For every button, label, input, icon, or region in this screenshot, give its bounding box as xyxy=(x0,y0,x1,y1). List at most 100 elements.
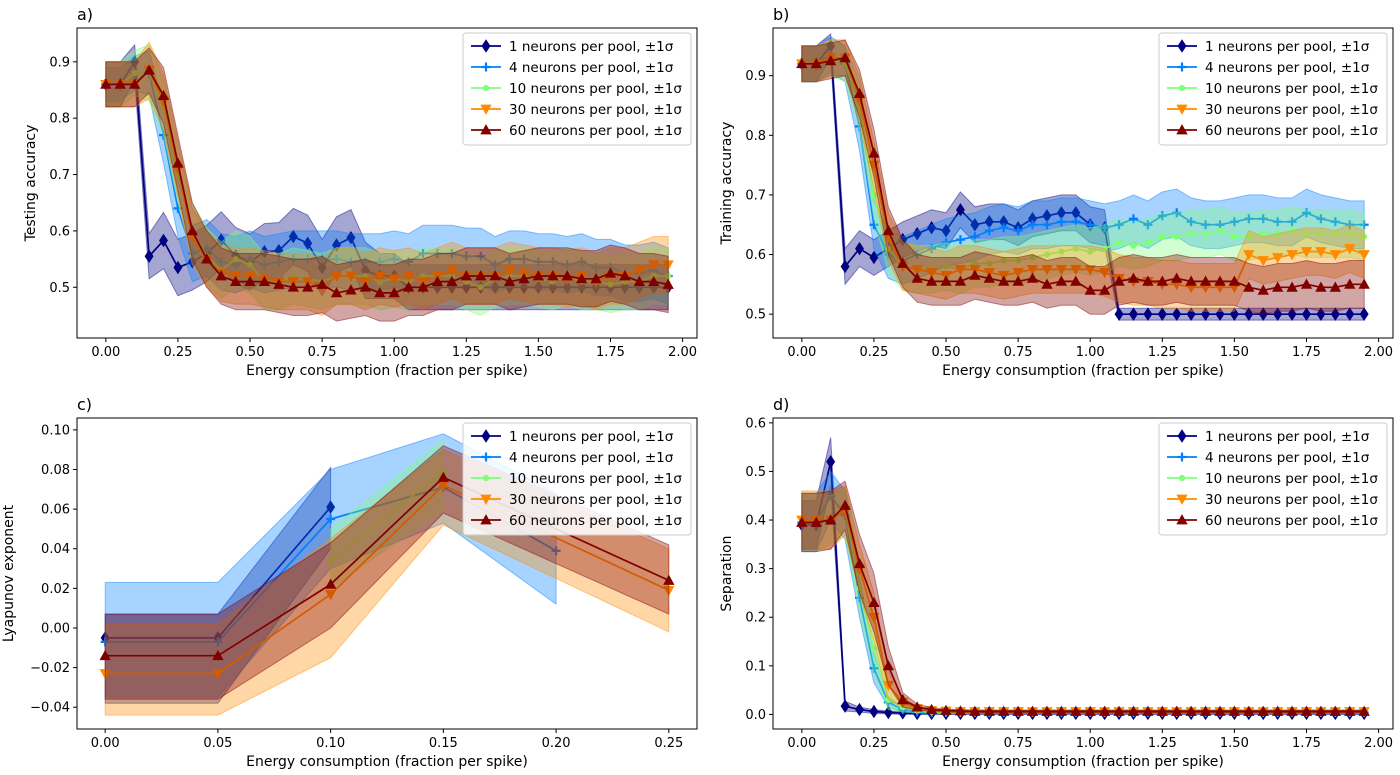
data-point xyxy=(911,265,923,276)
y-tick-label: 0.6 xyxy=(745,248,766,263)
data-point xyxy=(824,54,837,66)
data-point xyxy=(1157,211,1167,221)
data-point xyxy=(100,637,110,647)
legend-label: 4 neurons per pool, ±1σ xyxy=(1205,60,1370,76)
data-point xyxy=(1330,217,1340,227)
data-point xyxy=(824,514,837,525)
data-point xyxy=(883,705,893,720)
data-point xyxy=(1346,230,1353,237)
panel-label: a) xyxy=(77,5,93,24)
data-point xyxy=(885,696,892,703)
data-point xyxy=(855,241,864,256)
legend-marker xyxy=(1177,62,1187,72)
data-point xyxy=(1127,705,1140,716)
data-point xyxy=(1286,281,1298,292)
legend-box xyxy=(1158,422,1388,536)
x-axis-title: Energy consumption (fraction per spike) xyxy=(246,363,528,379)
data-point xyxy=(326,500,336,514)
legend-entry: 4 neurons per pool, ±1σ xyxy=(1167,450,1370,466)
plot-area xyxy=(796,437,1370,721)
data-point xyxy=(1142,705,1154,716)
data-point xyxy=(1358,250,1370,261)
data-point xyxy=(855,702,864,717)
data-point xyxy=(898,232,908,247)
data-point xyxy=(519,254,529,264)
legend-label: 1 neurons per pool, ±1σ xyxy=(1205,429,1370,445)
data-point xyxy=(1317,230,1325,237)
data-point xyxy=(590,272,602,284)
legend-label: 60 neurons per pool, ±1σ xyxy=(1205,123,1378,139)
sigma-band xyxy=(105,49,669,305)
data-point xyxy=(1186,307,1196,321)
data-point xyxy=(388,287,400,298)
data-point xyxy=(970,218,980,232)
data-point xyxy=(1315,281,1327,292)
data-point xyxy=(303,236,313,251)
series-line xyxy=(801,43,1365,316)
data-point xyxy=(1358,278,1370,289)
data-point xyxy=(1303,230,1310,237)
legend-entry: 1 neurons per pool, ±1σ xyxy=(471,429,674,445)
data-point xyxy=(1214,275,1226,286)
data-point xyxy=(159,233,168,248)
x-tick-label: 1.25 xyxy=(452,345,481,360)
x-tick-label: 0.50 xyxy=(236,345,265,360)
series-5 xyxy=(796,39,1370,315)
legend-label: 60 neurons per pool, ±1σ xyxy=(509,123,682,139)
data-point xyxy=(1056,217,1066,227)
data-point xyxy=(551,546,561,556)
data-point xyxy=(303,254,313,264)
legend-marker xyxy=(482,474,490,482)
data-point xyxy=(1344,705,1356,716)
legend-entry: 4 neurons per pool, ±1σ xyxy=(1167,60,1370,76)
data-point xyxy=(1260,230,1267,237)
legend-marker xyxy=(1176,104,1188,115)
data-point xyxy=(1000,257,1007,264)
data-point xyxy=(1332,230,1339,237)
y-tick-label: 0.2 xyxy=(745,611,766,626)
data-point xyxy=(941,238,951,248)
data-point xyxy=(1128,214,1138,224)
data-point xyxy=(940,704,952,715)
data-point xyxy=(1173,233,1180,240)
data-point xyxy=(1156,275,1168,286)
data-point xyxy=(1288,227,1296,234)
data-point xyxy=(346,230,356,245)
x-tick-label: 0.75 xyxy=(1004,345,1033,360)
plot-area xyxy=(796,32,1370,321)
data-point xyxy=(1114,220,1124,230)
legend-label: 1 neurons per pool, ±1σ xyxy=(509,429,674,445)
series-line xyxy=(801,56,1365,292)
data-point xyxy=(1087,248,1094,255)
data-point xyxy=(1043,251,1051,258)
data-point xyxy=(1274,230,1281,237)
data-point xyxy=(388,274,400,285)
legend-entry: 10 neurons per pool, ±1σ xyxy=(471,81,682,97)
data-point xyxy=(518,272,530,284)
data-point xyxy=(562,280,572,294)
legend-entry: 60 neurons per pool, ±1σ xyxy=(1167,123,1378,139)
data-point xyxy=(1345,307,1355,321)
data-point xyxy=(882,680,895,692)
data-point xyxy=(984,226,994,236)
data-point xyxy=(1115,239,1123,246)
x-axis-title: Energy consumption (fraction per spike) xyxy=(246,754,528,770)
sigma-band xyxy=(105,43,669,311)
x-tick-label: 0.00 xyxy=(91,736,120,751)
data-point xyxy=(633,265,646,277)
data-point xyxy=(229,275,242,287)
data-point xyxy=(1258,307,1268,321)
data-point xyxy=(1273,307,1283,321)
data-point xyxy=(1201,220,1211,230)
sigma-band xyxy=(105,41,669,317)
data-point xyxy=(561,270,573,281)
data-point xyxy=(577,257,587,267)
data-point xyxy=(969,705,981,716)
data-point xyxy=(1315,247,1327,258)
legend-entry: 4 neurons per pool, ±1σ xyxy=(471,450,674,466)
data-point xyxy=(216,257,226,267)
legend-label: 10 neurons per pool, ±1σ xyxy=(509,471,682,487)
data-point xyxy=(1271,281,1284,292)
data-point xyxy=(1128,307,1138,321)
data-point xyxy=(665,272,672,280)
